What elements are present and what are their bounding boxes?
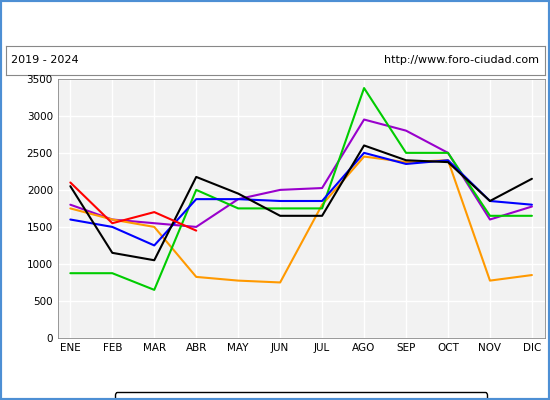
Text: Evolucion Nº Turistas Nacionales en el municipio de Nogueira de Ramuín: Evolucion Nº Turistas Nacionales en el m… — [47, 16, 503, 30]
Legend: 2024, 2023, 2022, 2021, 2020, 2019: 2024, 2023, 2022, 2021, 2020, 2019 — [115, 392, 487, 400]
Text: 2019 - 2024: 2019 - 2024 — [11, 55, 79, 65]
Text: http://www.foro-ciudad.com: http://www.foro-ciudad.com — [384, 55, 539, 65]
